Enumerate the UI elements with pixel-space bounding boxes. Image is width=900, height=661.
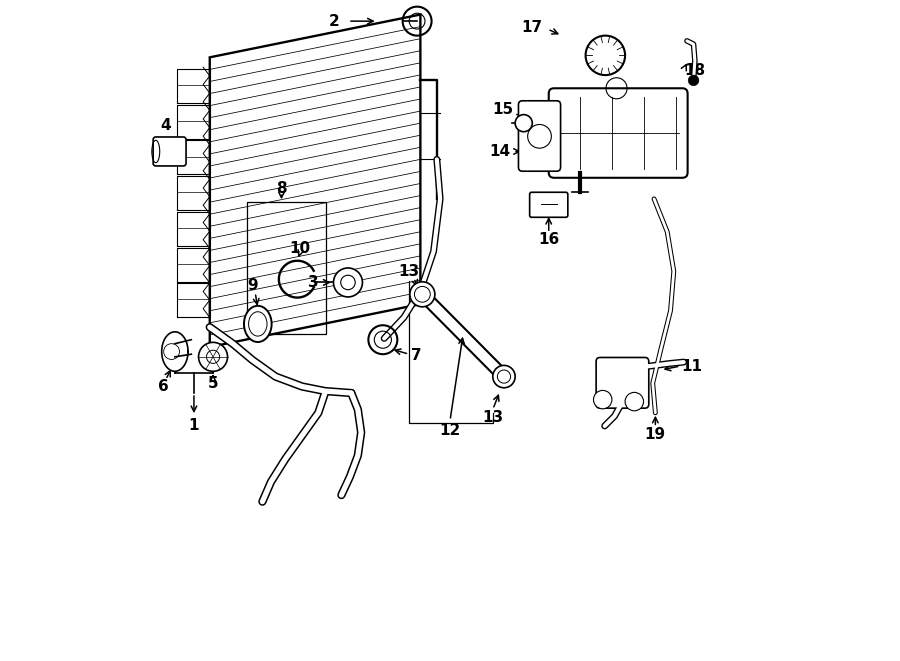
Text: 15: 15: [492, 102, 514, 118]
Text: 17: 17: [521, 20, 542, 35]
Polygon shape: [162, 332, 188, 371]
Circle shape: [515, 114, 532, 132]
Text: 13: 13: [398, 264, 419, 279]
Text: 10: 10: [290, 241, 310, 256]
Text: 8: 8: [276, 182, 287, 196]
Text: 18: 18: [684, 63, 706, 78]
Text: 5: 5: [208, 375, 219, 391]
Ellipse shape: [410, 282, 435, 307]
Text: 1: 1: [189, 418, 199, 434]
Text: 14: 14: [490, 144, 510, 159]
Text: 4: 4: [160, 118, 171, 133]
Text: 12: 12: [439, 423, 461, 438]
FancyBboxPatch shape: [529, 192, 568, 217]
FancyBboxPatch shape: [596, 358, 649, 408]
Ellipse shape: [493, 366, 515, 388]
Circle shape: [688, 75, 698, 86]
Text: 13: 13: [482, 410, 503, 425]
Ellipse shape: [244, 306, 272, 342]
Text: 7: 7: [410, 348, 421, 363]
Text: 19: 19: [644, 427, 666, 442]
FancyBboxPatch shape: [153, 137, 186, 166]
Circle shape: [593, 391, 612, 408]
Circle shape: [626, 393, 644, 410]
Text: 11: 11: [681, 358, 703, 373]
Text: 6: 6: [158, 379, 169, 394]
Circle shape: [586, 36, 625, 75]
FancyBboxPatch shape: [518, 100, 561, 171]
Text: 16: 16: [538, 232, 560, 247]
Circle shape: [334, 268, 363, 297]
Text: 3: 3: [308, 275, 319, 290]
FancyBboxPatch shape: [549, 89, 688, 178]
Circle shape: [199, 342, 228, 371]
Text: 9: 9: [248, 278, 257, 293]
Text: 2: 2: [328, 14, 339, 28]
